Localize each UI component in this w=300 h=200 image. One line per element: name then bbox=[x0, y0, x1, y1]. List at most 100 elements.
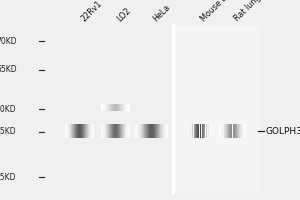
Bar bbox=[154, 124, 155, 138]
Bar bbox=[158, 124, 159, 138]
Bar bbox=[224, 124, 225, 138]
Bar bbox=[83, 124, 84, 138]
Bar bbox=[88, 124, 89, 138]
Bar bbox=[219, 124, 220, 138]
Bar bbox=[223, 124, 224, 138]
Bar bbox=[226, 124, 227, 138]
Bar bbox=[85, 124, 86, 138]
Bar bbox=[117, 124, 118, 138]
Bar bbox=[210, 124, 211, 138]
Bar bbox=[209, 124, 210, 138]
Bar bbox=[243, 124, 244, 138]
Bar bbox=[151, 124, 152, 138]
Bar bbox=[240, 124, 241, 138]
Bar bbox=[110, 124, 111, 138]
Bar bbox=[109, 104, 110, 110]
Bar bbox=[117, 104, 118, 110]
Text: 40KD: 40KD bbox=[0, 104, 16, 114]
Bar bbox=[231, 124, 232, 138]
Bar bbox=[108, 124, 109, 138]
Bar bbox=[114, 104, 115, 110]
Bar bbox=[109, 124, 110, 138]
Bar bbox=[126, 104, 127, 110]
Bar bbox=[136, 124, 137, 138]
Bar bbox=[197, 124, 198, 138]
Bar bbox=[233, 124, 234, 138]
Bar bbox=[112, 124, 113, 138]
Bar bbox=[205, 124, 206, 138]
Bar bbox=[188, 124, 189, 138]
Bar bbox=[106, 104, 107, 110]
Bar bbox=[163, 124, 164, 138]
Bar bbox=[204, 124, 205, 138]
Bar bbox=[232, 124, 233, 138]
Bar bbox=[229, 124, 230, 138]
Bar bbox=[135, 124, 136, 138]
Bar bbox=[222, 124, 223, 138]
Bar bbox=[107, 124, 108, 138]
Bar bbox=[166, 124, 167, 138]
Bar bbox=[102, 124, 103, 138]
Text: 25KD: 25KD bbox=[0, 172, 16, 182]
Bar bbox=[106, 124, 107, 138]
Bar bbox=[146, 124, 147, 138]
Bar bbox=[103, 104, 104, 110]
Bar bbox=[228, 124, 229, 138]
Bar bbox=[74, 124, 75, 138]
Text: 35KD: 35KD bbox=[0, 128, 16, 136]
Bar bbox=[161, 124, 162, 138]
Bar bbox=[160, 124, 161, 138]
Bar bbox=[189, 124, 190, 138]
Bar bbox=[198, 124, 199, 138]
Bar bbox=[172, 25, 260, 192]
Bar bbox=[118, 104, 119, 110]
Bar bbox=[227, 124, 228, 138]
Bar bbox=[104, 124, 105, 138]
Bar bbox=[104, 104, 105, 110]
Bar bbox=[66, 124, 67, 138]
Bar bbox=[115, 104, 116, 110]
Bar bbox=[203, 124, 204, 138]
Bar bbox=[129, 104, 130, 110]
Bar bbox=[234, 124, 235, 138]
Bar bbox=[145, 124, 146, 138]
Bar bbox=[82, 124, 83, 138]
Bar bbox=[108, 104, 109, 110]
Bar bbox=[67, 124, 68, 138]
Bar bbox=[105, 104, 106, 110]
Bar bbox=[107, 104, 108, 110]
Bar bbox=[113, 104, 114, 110]
Bar bbox=[236, 124, 237, 138]
Bar bbox=[81, 124, 82, 138]
Bar bbox=[244, 124, 245, 138]
Bar bbox=[121, 124, 122, 138]
Bar bbox=[232, 124, 233, 138]
Bar bbox=[237, 124, 238, 138]
Bar bbox=[103, 124, 104, 138]
Bar bbox=[211, 124, 212, 138]
Text: 55KD: 55KD bbox=[0, 66, 16, 74]
Bar bbox=[150, 124, 151, 138]
Bar bbox=[119, 124, 120, 138]
Bar bbox=[116, 124, 117, 138]
Bar bbox=[46, 25, 172, 192]
Bar bbox=[114, 124, 115, 138]
Bar bbox=[125, 104, 126, 110]
Text: Mouse testis: Mouse testis bbox=[200, 0, 242, 23]
Bar bbox=[68, 124, 69, 138]
Bar bbox=[119, 104, 120, 110]
Bar bbox=[65, 124, 66, 138]
Bar bbox=[238, 124, 239, 138]
Bar bbox=[122, 124, 123, 138]
Bar bbox=[120, 104, 121, 110]
Bar bbox=[144, 124, 145, 138]
Text: GOLPH3: GOLPH3 bbox=[266, 127, 300, 136]
Bar bbox=[111, 104, 112, 110]
Bar bbox=[86, 124, 87, 138]
Bar bbox=[164, 124, 165, 138]
Bar bbox=[159, 124, 160, 138]
Bar bbox=[79, 124, 80, 138]
Bar bbox=[193, 124, 194, 138]
Bar bbox=[200, 124, 201, 138]
Bar bbox=[120, 124, 121, 138]
